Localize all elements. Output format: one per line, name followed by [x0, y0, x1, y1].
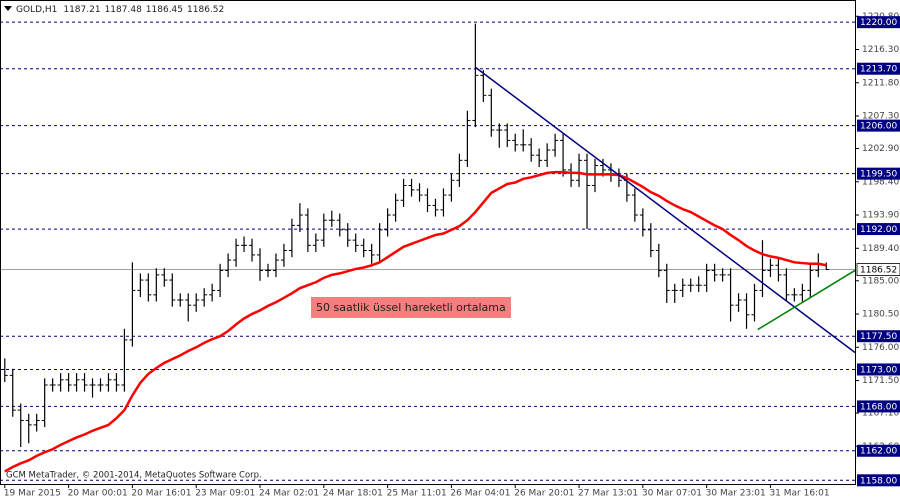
level-label: 1177.50 — [860, 332, 897, 342]
level-box — [857, 400, 900, 413]
level-box — [857, 167, 900, 180]
y-tick-label: 1171.50 — [862, 376, 899, 386]
trend-line — [757, 269, 856, 331]
y-tick-label: 1176.00 — [862, 343, 899, 353]
x-tick-label: 30 Mar 23:01 — [706, 489, 766, 499]
level-label: 1206.00 — [860, 122, 897, 132]
x-tick-label: 25 Mar 11:01 — [387, 489, 447, 499]
bars — [1, 23, 830, 448]
x-tick-label: 23 Mar 09:01 — [195, 489, 255, 499]
level-box — [857, 363, 900, 376]
level-label: 1192.00 — [860, 225, 897, 235]
x-tick-label: 31 Mar 16:01 — [769, 489, 829, 499]
symbol: GOLD,H1 — [16, 5, 57, 15]
trend-line — [474, 66, 856, 354]
level-box — [857, 444, 900, 457]
level-label: 1213.70 — [860, 65, 897, 75]
chart-header: GOLD,H1 1187.21 1187.48 1186.45 1186.52 — [16, 5, 224, 15]
level-box — [857, 119, 900, 132]
annotation-text: 50 saatlik üssel hareketli ortalama — [316, 301, 506, 314]
plot-frame — [0, 0, 856, 485]
y-tick-label: 1216.30 — [862, 45, 899, 55]
level-label: 1168.00 — [860, 402, 897, 412]
x-tick-label: 20 Mar 00:01 — [68, 489, 128, 499]
ema-line — [4, 170, 827, 473]
annotation-box — [311, 297, 511, 318]
y-tick-label: 1202.90 — [862, 144, 899, 154]
price-box — [856, 263, 900, 276]
level-label: 1199.50 — [860, 170, 897, 180]
price-label: 1186.52 — [860, 266, 897, 276]
x-tick-label: 19 Mar 2015 — [4, 489, 61, 499]
menu-icon[interactable] — [4, 6, 12, 11]
x-tick-label: 30 Mar 07:01 — [642, 489, 702, 499]
level-box — [857, 223, 900, 236]
last-open: 1187.21 — [63, 5, 100, 15]
x-tick-label: 27 Mar 13:01 — [578, 489, 638, 499]
y-tick-label: 1167.10 — [862, 409, 899, 419]
level-label: 1220.00 — [860, 18, 897, 28]
y-tick-label: 1207.30 — [862, 112, 899, 122]
level-label: 1158.00 — [860, 476, 897, 486]
y-tick-label: 1180.50 — [862, 310, 899, 320]
copyright: GCM MetaTrader, © 2001-2014, MetaQuotes … — [6, 471, 262, 481]
levels — [0, 21, 855, 481]
y-tick-label: 1193.90 — [862, 211, 899, 221]
level-label: 1173.00 — [860, 365, 897, 375]
y-tick-label: 1198.40 — [862, 177, 899, 187]
x-tick-label: 26 Mar 04:01 — [450, 489, 510, 499]
overlays: 50 saatlik üssel hareketli ortalama — [4, 66, 856, 473]
x-tick-label: 26 Mar 20:01 — [514, 489, 574, 499]
level-box — [857, 16, 900, 29]
y-tick-label: 1211.80 — [862, 78, 899, 88]
last-high: 1187.48 — [105, 5, 142, 15]
x-tick-label: 20 Mar 16:01 — [131, 489, 191, 499]
level-box — [857, 474, 900, 487]
x-tick-label: 24 Mar 18:01 — [323, 489, 383, 499]
level-label: 1162.00 — [860, 447, 897, 457]
level-box — [857, 330, 900, 343]
y-tick-label: 1185.00 — [862, 276, 899, 286]
last-close: 1186.52 — [187, 5, 224, 15]
last-low: 1186.45 — [146, 5, 183, 15]
x-tick-label: 24 Mar 02:01 — [259, 489, 319, 499]
y-tick-label: 1189.40 — [862, 244, 899, 254]
level-box — [857, 62, 900, 75]
